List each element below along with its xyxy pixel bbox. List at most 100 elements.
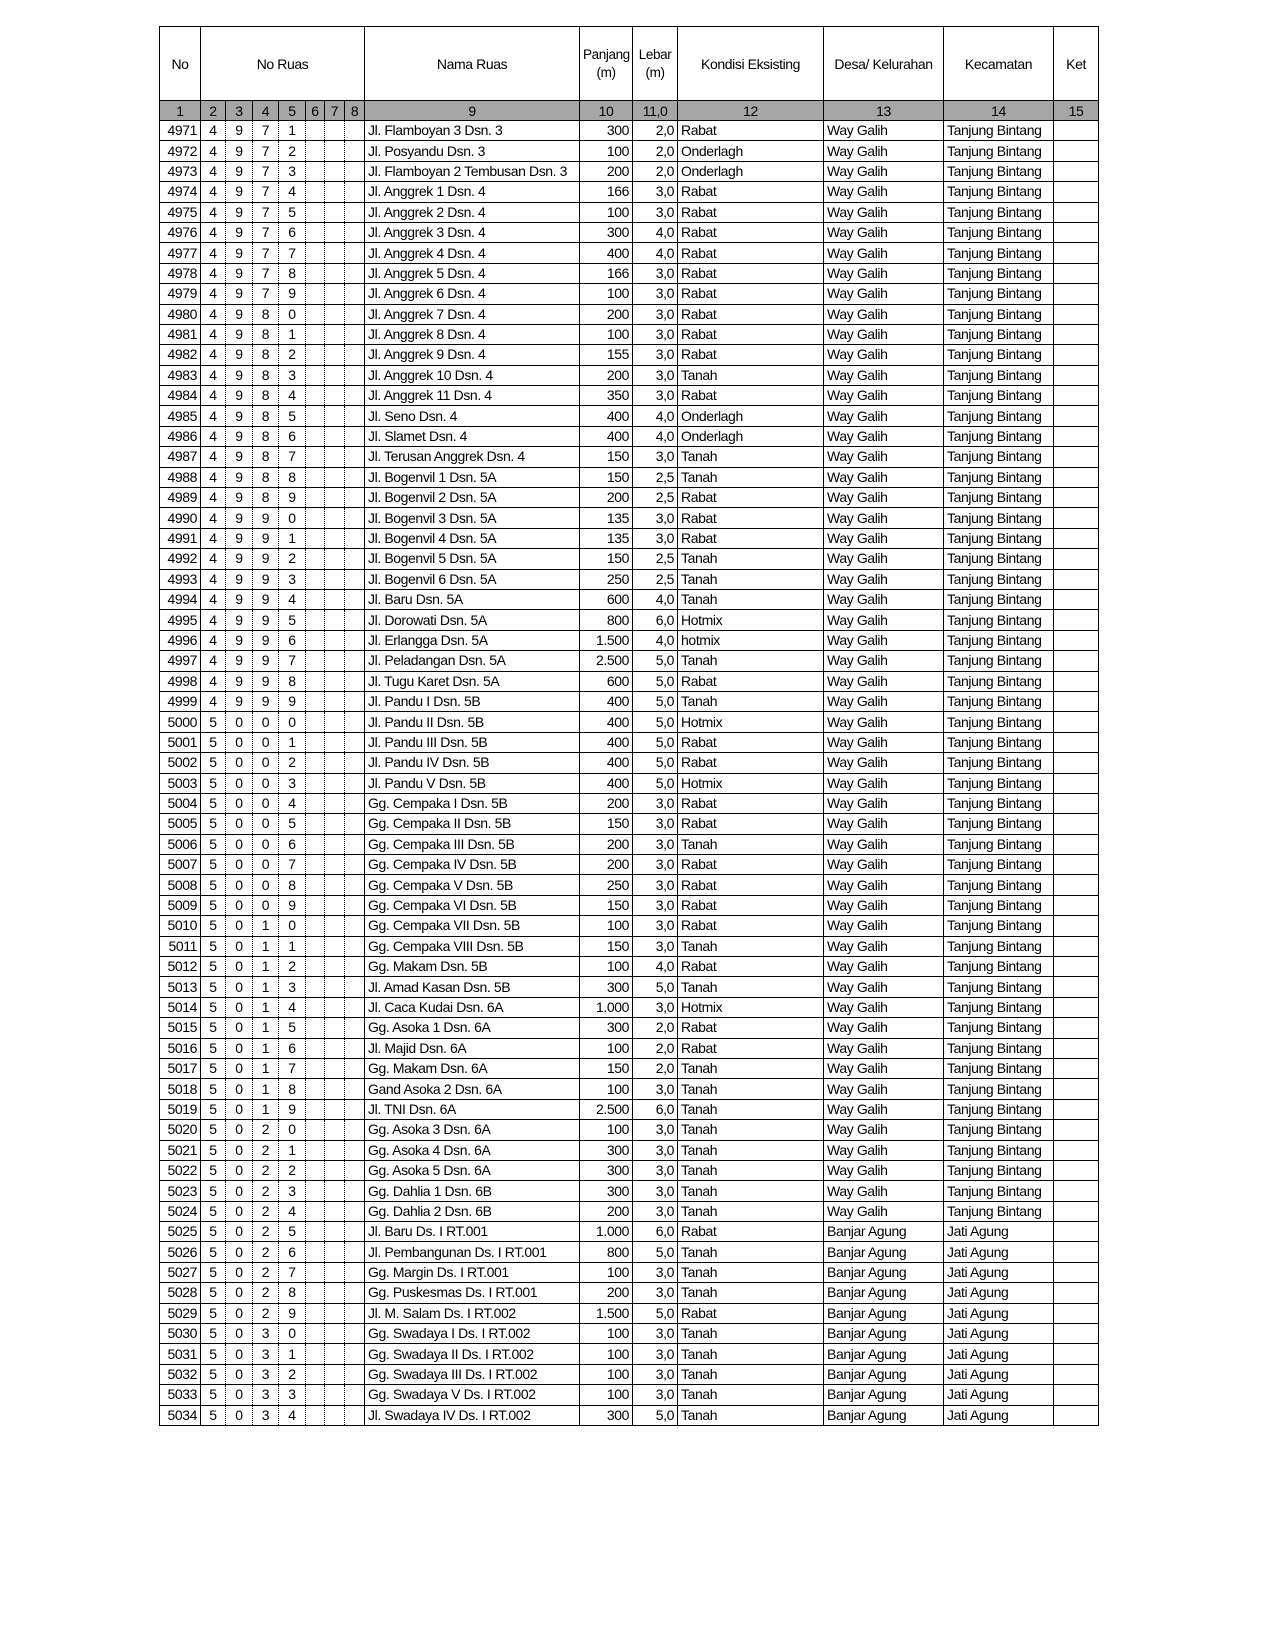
cell-ruas-digit [305,568,325,590]
table-row: 5020 5 0 2 0 Gg. Asoka 3 Dsn. 6A 100 3,0 Tanah Wa… [159,1119,1100,1141]
cell-no: 5031 [159,1343,201,1365]
cell-ruas-digit: 3 [252,1363,279,1386]
cell-lebar: 6,0 [632,1221,679,1243]
cell-kondisi: Rabat [677,874,825,896]
cell-kondisi: Tanah [677,1057,825,1080]
table-row: 5030 5 0 3 0 Gg. Swadaya I Ds. I RT.002 100 3,0… [159,1323,1100,1345]
cell-nama-ruas: Jl. Dorowati Dsn. 5A [364,609,581,631]
table-row: 5034 5 0 3 4 Jl. Swadaya IV Ds. I RT.002 300 5,… [159,1404,1100,1427]
cell-ruas-digit [305,405,325,427]
header-kecamatan: Kecamatan [943,26,1055,101]
cell-kecamatan: Tanjung Bintang [943,1159,1055,1182]
cell-no: 5018 [159,1078,201,1100]
cell-ruas-digit: 4 [278,588,306,611]
cell-kecamatan: Tanjung Bintang [943,1098,1055,1121]
cell-nama-ruas: Gg. Asoka 3 Dsn. 6A [364,1119,581,1141]
cell-ruas-digit [343,1017,366,1039]
cell-no: 4981 [159,323,201,346]
cell-ruas-digit: 1 [278,119,306,142]
cell-ruas-digit [324,1180,345,1202]
cell-lebar: 5,0 [632,752,679,774]
cell-nama-ruas: Jl. Slamet Dsn. 4 [364,425,581,448]
cell-kondisi: Tanah [677,690,825,713]
cell-ruas-digit: 7 [278,1057,306,1080]
cell-ruas-digit: 5 [200,1343,226,1365]
cell-nama-ruas: Gg. Cempaka VII Dsn. 5B [364,915,581,937]
cell-lebar: 3,0 [632,181,679,203]
cell-ket [1053,1139,1100,1161]
cell-ruas-digit: 7 [252,201,279,223]
cell-nama-ruas: Gg. Swadaya II Ds. I RT.002 [364,1343,581,1365]
cell-ruas-digit: 0 [252,711,279,733]
cell-no: 5012 [159,956,201,978]
cell-ruas-digit: 1 [278,731,306,754]
cell-kondisi: Rabat [677,731,825,754]
cell-ruas-digit: 9 [225,201,253,223]
cell-ruas-digit [305,466,325,489]
cell-desa: Way Galih [823,1139,945,1161]
header-kondisi: Kondisi Eksisting [677,26,825,101]
cell-ruas-digit: 5 [200,792,226,815]
cell-ruas-digit: 9 [225,548,253,570]
cell-ruas-digit [324,1159,345,1182]
cell-ruas-digit: 3 [278,1180,306,1202]
cell-ruas-digit: 0 [252,772,279,794]
cell-ruas-digit: 5 [200,772,226,794]
cell-ruas-digit: 5 [200,1404,226,1427]
cell-desa: Way Galih [823,385,945,407]
cell-no: 5007 [159,854,201,876]
cell-ruas-digit: 3 [278,772,306,794]
cell-ruas-digit: 2 [252,1261,279,1284]
cell-desa: Banjar Agung [823,1323,945,1345]
cell-ruas-digit [343,1180,366,1202]
cell-kondisi: Rabat [677,385,825,407]
cell-ruas-digit [343,956,366,978]
cell-ruas-digit: 1 [278,1343,306,1365]
cell-kecamatan: Tanjung Bintang [943,119,1055,142]
cell-nama-ruas: Jl. Anggrek 3 Dsn. 4 [364,221,581,244]
cell-nama-ruas: Jl. Swadaya IV Ds. I RT.002 [364,1404,581,1427]
cell-ruas-digit: 5 [200,894,226,917]
cell-kecamatan: Tanjung Bintang [943,160,1055,183]
cell-panjang: 150 [579,935,634,958]
cell-desa: Way Galih [823,1200,945,1223]
cell-ruas-digit: 1 [252,956,279,978]
cell-ruas-digit [324,588,345,611]
cell-nama-ruas: Gg. Makam Dsn. 5B [364,956,581,978]
cell-ruas-digit [305,874,325,896]
cell-ruas-digit: 0 [225,1098,253,1121]
cell-ruas-digit [305,813,325,835]
cell-desa: Way Galih [823,833,945,856]
cell-no: 4992 [159,548,201,570]
cell-ruas-digit [305,956,325,978]
header-panjang-unit: (m) [596,64,616,80]
table-row: 5032 5 0 3 2 Gg. Swadaya III Ds. I RT.002 100 3… [159,1363,1100,1386]
cell-ruas-digit: 0 [252,752,279,774]
cell-no: 5027 [159,1261,201,1284]
cell-desa: Way Galih [823,507,945,529]
cell-panjang: 1.500 [579,629,634,652]
cell-kondisi: Rabat [677,119,825,142]
cell-panjang: 166 [579,262,634,285]
cell-ket [1053,425,1100,448]
cell-lebar: 5,0 [632,1404,679,1427]
cell-panjang: 800 [579,1241,634,1263]
cell-lebar: 4,0 [632,221,679,244]
cell-ket [1053,1384,1100,1406]
cell-ruas-digit [324,956,345,978]
cell-ket [1053,119,1100,142]
cell-ruas-digit: 9 [225,181,253,203]
cell-ruas-digit: 8 [252,344,279,366]
cell-ruas-digit [305,1363,325,1386]
cell-ruas-digit [305,303,325,325]
cell-nama-ruas: Jl. Pandu IV Dsn. 5B [364,752,581,774]
cell-ket [1053,996,1100,1019]
cell-ket [1053,487,1100,509]
cell-ruas-digit: 0 [225,772,253,794]
cell-ruas-digit: 9 [252,548,279,570]
cell-ruas-digit: 6 [278,1241,306,1263]
cell-panjang: 400 [579,242,634,264]
cell-ruas-digit: 7 [278,650,306,672]
cell-ruas-digit [305,548,325,570]
cell-ruas-digit: 9 [225,609,253,631]
